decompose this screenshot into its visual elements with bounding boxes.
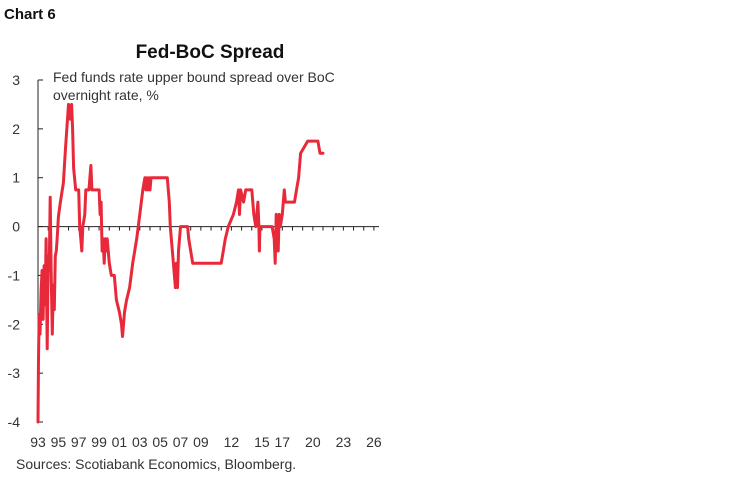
x-tick-label: 93 xyxy=(30,434,46,450)
x-tick-label: 95 xyxy=(51,434,67,450)
y-tick-label: -1 xyxy=(8,267,21,283)
chart-subtitle: Fed funds rate upper bound spread over B… xyxy=(53,69,335,103)
y-tick-label: -4 xyxy=(8,414,21,430)
x-tick-label: 23 xyxy=(336,434,352,450)
series-layer xyxy=(36,102,325,424)
y-tick-label: 0 xyxy=(12,219,20,235)
source-note: Sources: Scotiabank Economics, Bloomberg… xyxy=(16,456,297,472)
y-tick-label: 2 xyxy=(12,121,20,137)
x-tick-label: 97 xyxy=(71,434,87,450)
series-line-1 xyxy=(36,102,325,424)
y-tick-label: 3 xyxy=(12,72,20,88)
x-tick-label: 05 xyxy=(152,434,168,450)
x-tick-label: 07 xyxy=(173,434,189,450)
x-tick-label: 17 xyxy=(275,434,291,450)
y-tick-label: 1 xyxy=(12,170,20,186)
x-tick-label: 99 xyxy=(91,434,107,450)
y-tick-label: -3 xyxy=(8,365,21,381)
x-tick-label: 26 xyxy=(366,434,382,450)
x-tick-label: 09 xyxy=(193,434,209,450)
x-tick-label: 20 xyxy=(305,434,321,450)
x-tick-label: 12 xyxy=(224,434,240,450)
y-tick-label: -2 xyxy=(8,316,21,332)
x-tick-label: 03 xyxy=(132,434,148,450)
x-tick-label: 01 xyxy=(112,434,128,450)
x-axis: 93 95 97 99 01 03 05 07 09 12 15 17 20 23 26 xyxy=(30,226,382,450)
chart-title: Fed-BoC Spread xyxy=(135,42,285,63)
x-tick-label: 15 xyxy=(254,434,270,450)
chart-number-label: Chart 6 xyxy=(4,6,56,23)
